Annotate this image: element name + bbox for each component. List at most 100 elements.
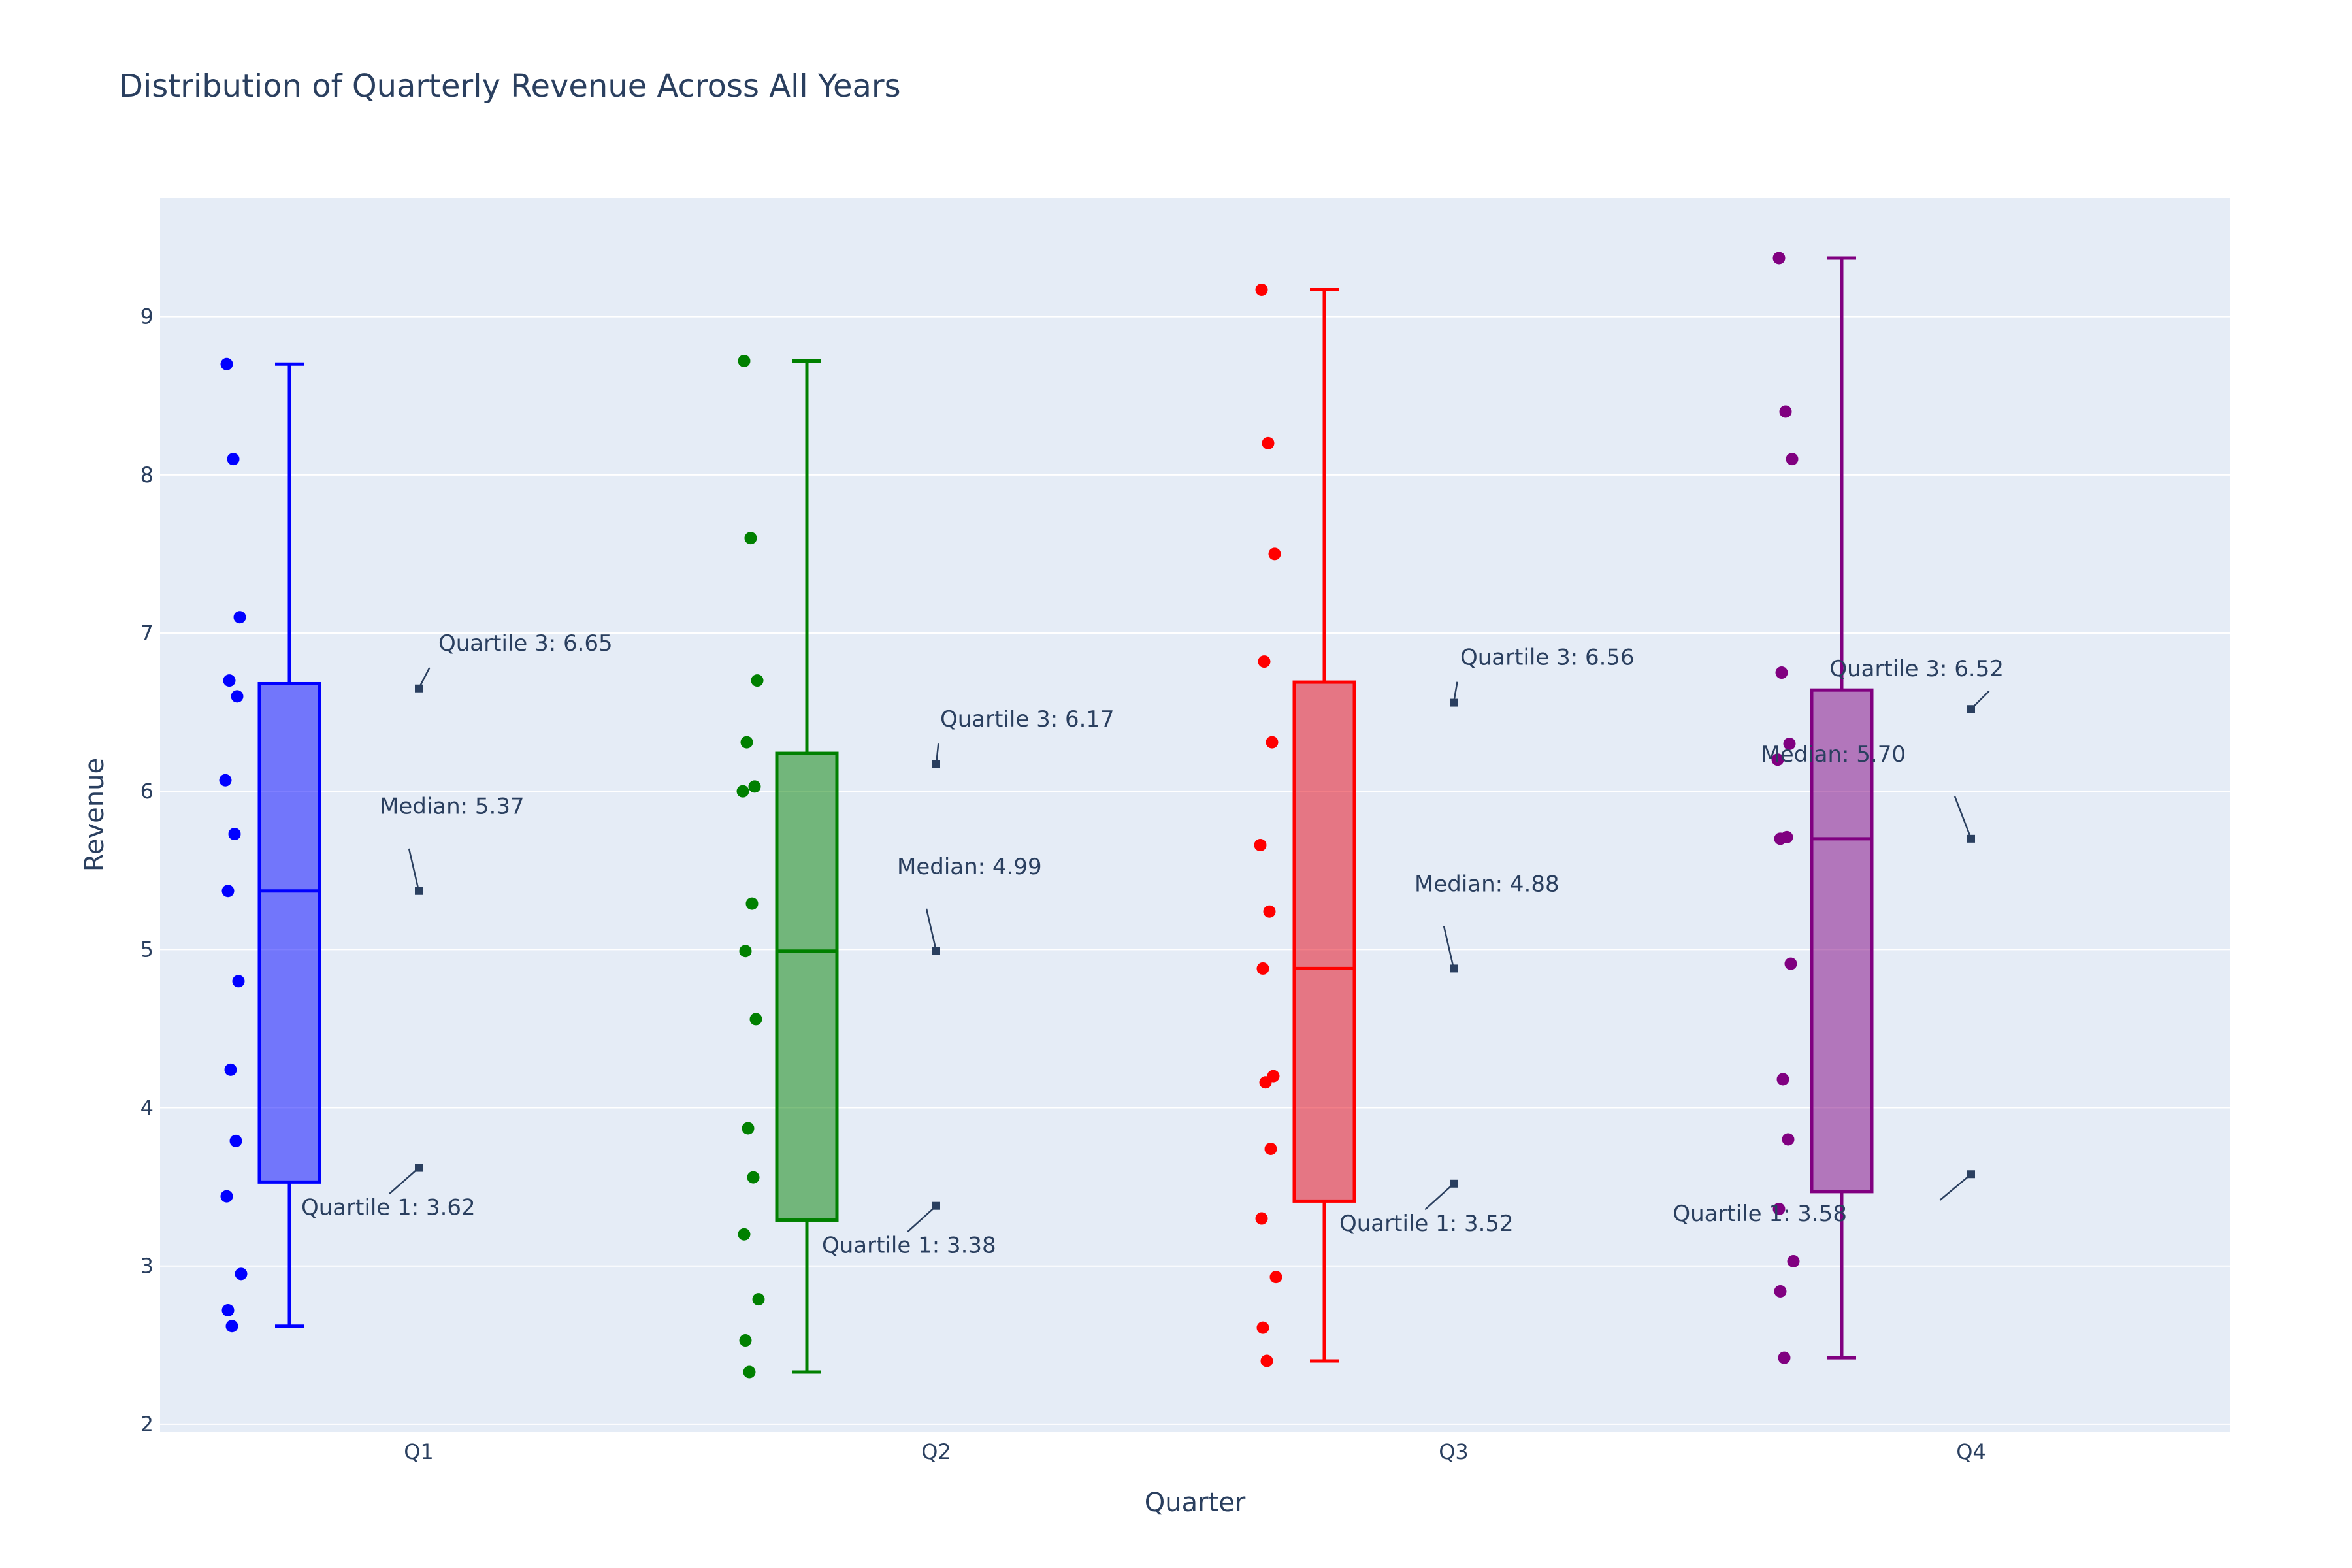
- annotations: Quartile 3: 6.65 Median: 5.37 Quartile 1: …: [301, 630, 2004, 1259]
- data-point: [1269, 1271, 1282, 1284]
- data-point: [752, 1293, 765, 1306]
- iqr-box: [1292, 680, 1356, 1203]
- annotation: Quartile 3: 6.17: [932, 706, 1115, 769]
- chart-title: Distribution of Quarterly Revenue Across…: [119, 68, 901, 105]
- data-point: [747, 1171, 760, 1184]
- data-point: [229, 1134, 242, 1147]
- data-point: [1783, 738, 1796, 751]
- annotation-arrow: [417, 667, 431, 689]
- data-point: [1255, 1212, 1268, 1225]
- data-point: [748, 780, 761, 793]
- data-point: [1264, 1142, 1277, 1155]
- box-group: [736, 354, 839, 1379]
- data-point: [1772, 252, 1786, 265]
- plot-area: [160, 198, 2230, 1432]
- data-point: [224, 1063, 237, 1076]
- y-tick-label: 8: [140, 463, 154, 487]
- y-tick-label: 7: [140, 621, 154, 645]
- box-group: [219, 357, 321, 1333]
- box-series: [219, 252, 1874, 1379]
- data-point: [1256, 962, 1269, 975]
- annotation-arrow: [1452, 681, 1458, 703]
- data-point: [736, 785, 749, 798]
- data-point: [743, 1365, 756, 1379]
- annotation-label: Quartile 3: 6.56: [1460, 645, 1635, 671]
- annotation: Quartile 3: 6.65: [415, 630, 613, 693]
- data-point: [1263, 905, 1276, 918]
- y-tick-label: 6: [140, 779, 154, 804]
- iqr-box: [775, 751, 839, 1222]
- data-point: [738, 354, 751, 367]
- x-tick-label: Q2: [921, 1439, 951, 1464]
- data-point: [1774, 832, 1787, 845]
- data-point: [1775, 666, 1788, 679]
- box-group: [1254, 283, 1356, 1367]
- data-point: [1259, 1076, 1272, 1089]
- data-point: [232, 975, 245, 988]
- annotation: Quartile 1: 3.62: [301, 1164, 476, 1221]
- annotation-label: Quartile 1: 3.38: [822, 1233, 996, 1259]
- x-axis-title: Quarter: [1145, 1488, 1246, 1518]
- data-point: [1260, 1354, 1273, 1367]
- y-tick-label: 3: [140, 1254, 154, 1279]
- annotation-arrow: [907, 1205, 937, 1233]
- annotation-label: Quartile 1: 3.58: [1673, 1201, 1847, 1227]
- data-point: [1772, 1203, 1786, 1216]
- annotation: Quartile 3: 6.56: [1450, 645, 1635, 707]
- y-tick-label: 5: [140, 937, 154, 962]
- data-point: [1778, 1351, 1791, 1364]
- data-point: [1774, 1284, 1787, 1298]
- y-axis-ticks: 2 3 4 5 6 7 8 9: [140, 304, 154, 1437]
- annotation-label: Quartile 3: 6.52: [1829, 656, 2004, 682]
- iqr-box: [1810, 688, 1874, 1194]
- box-group: [1771, 252, 1874, 1364]
- x-tick-label: Q3: [1439, 1439, 1469, 1464]
- data-point: [1266, 736, 1279, 749]
- x-axis-ticks: Q1 Q2 Q3 Q4: [404, 1439, 1986, 1464]
- data-point: [233, 611, 246, 624]
- data-point: [227, 453, 240, 466]
- data-point: [219, 774, 232, 787]
- data-point: [749, 1013, 762, 1026]
- data-point: [220, 1190, 233, 1203]
- annotation: Quartile 1: 3.52: [1339, 1179, 1514, 1237]
- data-point: [1776, 1073, 1789, 1086]
- annotation-label: Median: 5.70: [1761, 742, 1906, 768]
- data-point: [1786, 453, 1799, 466]
- annotation-label: Quartile 3: 6.17: [940, 706, 1115, 732]
- data-point: [1256, 1321, 1269, 1334]
- annotation-arrow: [408, 848, 420, 892]
- annotation-label: Quartile 3: 6.65: [438, 630, 613, 657]
- data-point: [1782, 1133, 1795, 1146]
- data-point: [223, 674, 236, 687]
- x-tick-label: Q1: [404, 1439, 434, 1464]
- data-point: [1254, 839, 1267, 852]
- data-point: [739, 945, 752, 958]
- annotation: Median: 5.37: [380, 794, 525, 895]
- gridlines: [160, 316, 2230, 1425]
- x-tick-label: Q4: [1956, 1439, 1986, 1464]
- data-point: [231, 690, 244, 703]
- annotation-arrow: [1443, 926, 1455, 969]
- annotation-label: Quartile 1: 3.52: [1339, 1211, 1514, 1237]
- annotation-arrow: [1970, 690, 1990, 710]
- data-point: [751, 674, 764, 687]
- annotation-label: Median: 5.37: [380, 794, 525, 820]
- data-point: [1787, 1254, 1800, 1267]
- data-point: [228, 828, 241, 841]
- data-point: [740, 736, 753, 749]
- annotation: Median: 5.70: [1761, 742, 1975, 843]
- data-point: [1262, 436, 1275, 449]
- annotation-arrow: [1953, 796, 1972, 840]
- annotation-arrow: [1939, 1173, 1972, 1201]
- data-point: [235, 1267, 248, 1281]
- data-point: [1771, 753, 1784, 766]
- annotation-label: Median: 4.88: [1414, 871, 1560, 897]
- data-point: [744, 532, 757, 545]
- annotation-label: Quartile 1: 3.62: [301, 1195, 476, 1221]
- annotation: Median: 4.99: [897, 854, 1042, 955]
- data-point: [742, 1122, 755, 1135]
- data-point: [225, 1320, 238, 1333]
- annotation: Quartile 3: 6.52: [1829, 656, 2004, 713]
- data-point: [221, 1304, 235, 1317]
